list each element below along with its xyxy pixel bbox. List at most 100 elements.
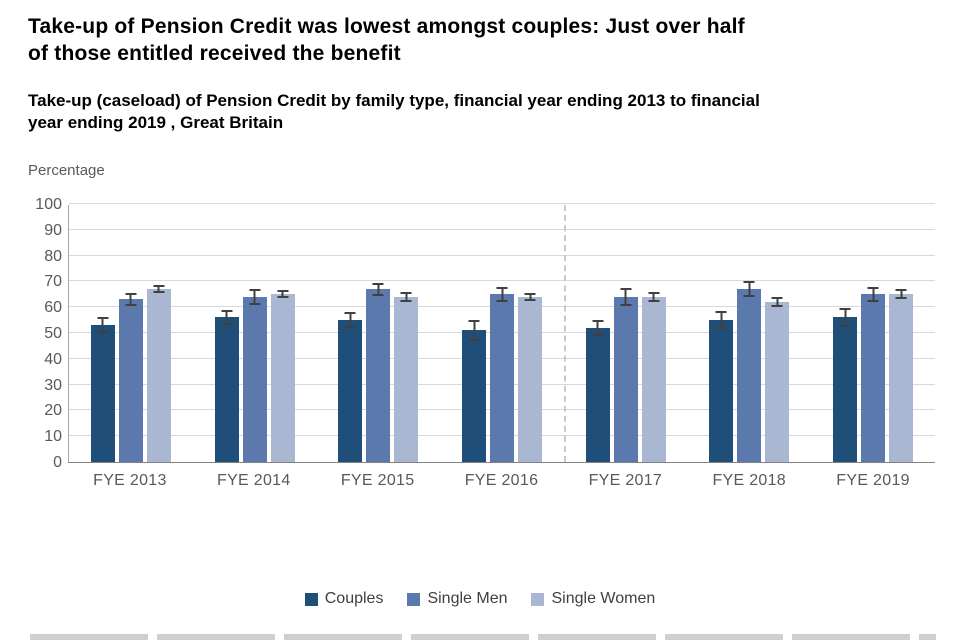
- gridline: [69, 254, 935, 256]
- legend-item: Single Men: [407, 590, 507, 608]
- bar: [833, 308, 858, 462]
- x-axis-label: FYE 2018: [712, 471, 786, 489]
- legend-label: Couples: [324, 590, 384, 607]
- bar: [146, 285, 171, 462]
- y-axis-label: 50: [44, 324, 62, 342]
- cropped-bottom-element: [30, 634, 936, 640]
- y-axis-unit-label: Percentage: [28, 161, 105, 179]
- bars: [440, 286, 564, 462]
- bars: [193, 289, 317, 462]
- error-bar: [468, 320, 480, 341]
- y-axis-label: 100: [35, 195, 62, 213]
- x-axis-label: FYE 2017: [588, 471, 663, 489]
- legend-label: Single Women: [551, 590, 656, 607]
- gridline: [69, 202, 935, 204]
- plot-area: [68, 202, 935, 463]
- bar: [613, 287, 638, 462]
- error-bar: [97, 317, 109, 333]
- error-bar: [221, 309, 233, 326]
- x-axis-label: FYE 2019: [836, 471, 910, 489]
- error-bar: [153, 285, 165, 293]
- bar: [90, 317, 115, 462]
- y-axis-label: 70: [44, 273, 62, 291]
- bar: [366, 282, 391, 462]
- error-bar: [125, 292, 137, 306]
- bar: [462, 320, 487, 462]
- bar-group: [811, 205, 935, 462]
- legend-swatch: [531, 592, 545, 606]
- chart-subtitle: Take-up (caseload) of Pension Credit by …: [28, 90, 760, 132]
- period-divider-line: [563, 204, 566, 462]
- bar-chart: 0 10 20 30 40 50 60 70 80 90 100 FYE 2013 FYE 2014 F…: [28, 196, 935, 490]
- legend: Couples Single Men Single Women: [0, 590, 960, 608]
- bar: [214, 309, 239, 462]
- legend-item: Couples: [304, 590, 384, 608]
- error-bar: [743, 281, 755, 297]
- error-bar: [524, 292, 536, 301]
- gridline: [69, 280, 935, 282]
- bar-group: [69, 205, 193, 462]
- legend-item: Single Women: [531, 590, 655, 608]
- error-bar: [867, 286, 879, 302]
- y-axis-label: 0: [53, 453, 62, 471]
- bar: [270, 290, 295, 462]
- error-bar: [372, 282, 384, 296]
- gridline: [69, 228, 935, 230]
- bar: [709, 311, 734, 462]
- y-axis-label: 60: [44, 299, 62, 317]
- bar: [861, 286, 886, 462]
- x-axis-label: FYE 2015: [340, 471, 415, 489]
- bar: [338, 312, 363, 462]
- bar: [737, 281, 762, 462]
- error-bar: [496, 286, 508, 302]
- plot-wrap: FYE 2013 FYE 2014 FYE 2015 FYE 2016 FYE 2017…: [68, 202, 935, 490]
- bar: [518, 292, 543, 462]
- bars: [564, 287, 688, 462]
- bar-group: [316, 205, 440, 462]
- error-bar: [592, 320, 604, 336]
- bar: [118, 292, 143, 462]
- error-bar: [839, 308, 851, 327]
- legend-label: Single Men: [427, 590, 508, 607]
- bar: [585, 320, 610, 462]
- y-axis-label: 90: [44, 221, 62, 239]
- error-bar: [249, 289, 261, 305]
- chart-title: Take-up of Pension Credit was lowest amo…: [28, 15, 745, 65]
- bar-group: [440, 205, 564, 462]
- error-bar: [620, 287, 632, 306]
- error-bar: [715, 311, 727, 330]
- y-axis-label: 40: [44, 350, 62, 368]
- x-axis-label: FYE 2016: [464, 471, 539, 489]
- bar: [889, 289, 914, 462]
- bar-group: [193, 205, 317, 462]
- y-axis-label: 10: [44, 428, 62, 446]
- bars: [316, 282, 440, 462]
- bars: [811, 286, 935, 462]
- bars: [69, 285, 193, 462]
- error-bar: [895, 289, 907, 300]
- bar-group: [564, 205, 688, 462]
- x-axis-label: FYE 2014: [217, 471, 291, 489]
- error-bar: [400, 291, 412, 302]
- bar: [490, 286, 515, 462]
- x-axis-labels: FYE 2013 FYE 2014 FYE 2015 FYE 2016 FYE 2017…: [68, 472, 935, 490]
- y-axis-labels: 0 10 20 30 40 50 60 70 80 90 100: [28, 196, 68, 471]
- error-bar: [277, 290, 289, 299]
- bar-group: [688, 205, 812, 462]
- bar-groups: [69, 205, 935, 462]
- bar: [641, 291, 666, 462]
- bar: [394, 291, 419, 462]
- bar: [242, 289, 267, 462]
- legend-swatch: [407, 592, 421, 606]
- error-bar: [771, 296, 783, 308]
- error-bar: [648, 291, 660, 302]
- x-axis-label: FYE 2013: [93, 471, 167, 489]
- legend-swatch: [304, 592, 318, 606]
- y-axis-label: 20: [44, 402, 62, 420]
- bars: [688, 281, 812, 462]
- bar: [765, 296, 790, 462]
- y-axis-label: 80: [44, 247, 62, 265]
- error-bar: [344, 312, 356, 328]
- y-axis-label: 30: [44, 376, 62, 394]
